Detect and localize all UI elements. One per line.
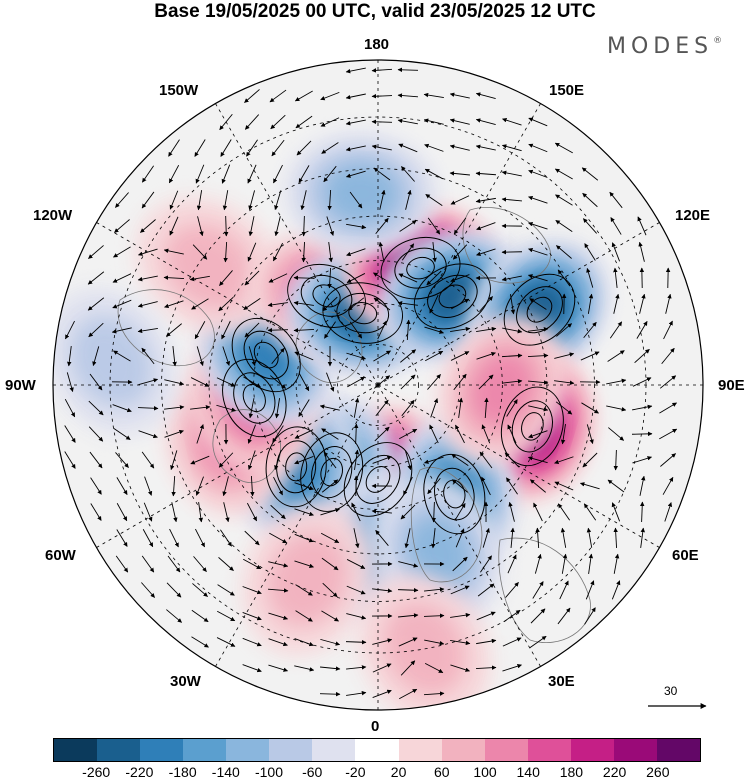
colorbar-tick-label: -140: [212, 764, 240, 780]
colorbar-bin: [614, 739, 657, 761]
colorbar-tick-label: 220: [603, 764, 626, 780]
longitude-label: 60W: [45, 547, 76, 565]
colorbar-tick-label: -260: [82, 764, 110, 780]
colorbar-tick-label: 260: [646, 764, 669, 780]
colorbar-bin: [399, 739, 442, 761]
colorbar-bin: [140, 739, 183, 761]
colorbar-bin: [312, 739, 355, 761]
colorbar-bin: [355, 739, 398, 761]
colorbar-tick-label: 20: [391, 764, 407, 780]
longitude-label: 90W: [5, 377, 36, 395]
reference-vector-label: 30: [664, 684, 677, 698]
colorbar-bin: [183, 739, 226, 761]
colorbar-bin: [54, 739, 97, 761]
colorbar-tick-label: 100: [473, 764, 496, 780]
longitude-label: 150W: [159, 82, 198, 100]
colorbar-tick-label: -20: [345, 764, 365, 780]
reference-wind-vector: [648, 684, 708, 714]
colorbar-tick-label: -100: [255, 764, 283, 780]
colorbar-bin: [269, 739, 312, 761]
colorbar: [53, 738, 701, 762]
colorbar-ticks: -260 -220 -180 -140 -100 -60 -20 20 60 100 140 180 2…: [0, 764, 750, 784]
colorbar-tick-label: -220: [125, 764, 153, 780]
colorbar-bin: [528, 739, 571, 761]
longitude-label: 0: [371, 718, 379, 736]
colorbar-bin: [571, 739, 614, 761]
colorbar-tick-label: 180: [560, 764, 583, 780]
longitude-label: 150E: [549, 82, 584, 100]
longitude-label: 120W: [33, 207, 72, 225]
longitude-label: 30E: [548, 673, 575, 691]
colorbar-tick-label: -180: [169, 764, 197, 780]
longitude-label: 120E: [675, 207, 710, 225]
longitude-label: 90E: [718, 377, 745, 395]
longitude-label: 30W: [170, 673, 201, 691]
colorbar-bin: [485, 739, 528, 761]
longitude-label: 60E: [672, 547, 699, 565]
longitude-label: 180: [364, 36, 389, 54]
colorbar-tick-label: 140: [517, 764, 540, 780]
colorbar-tick-label: -60: [302, 764, 322, 780]
colorbar-bin: [442, 739, 485, 761]
colorbar-bin: [657, 739, 700, 761]
colorbar-bin: [97, 739, 140, 761]
colorbar-bin: [226, 739, 269, 761]
colorbar-tick-label: 60: [434, 764, 450, 780]
